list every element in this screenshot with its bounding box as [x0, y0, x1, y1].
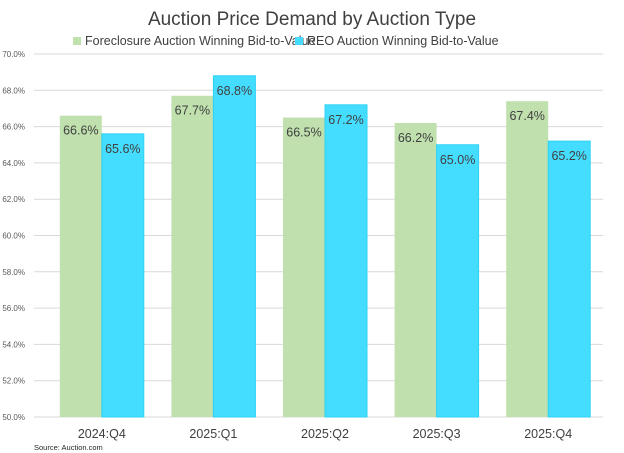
data-labels: 66.6% 65.6% 67.7% 68.8% 66.5% 67.2% 66.2% 65.0%… — [63, 84, 587, 167]
chart-title: Auction Price Demand by Auction Type — [148, 9, 476, 30]
bars — [59, 75, 591, 418]
bar-foreclosure — [506, 101, 549, 417]
y-tick-label: 68.0% — [2, 86, 25, 95]
data-label: 67.7% — [175, 104, 210, 118]
x-tick-label: 2025:Q3 — [413, 427, 461, 441]
legend: Foreclosure Auction Winning Bid-to-Value… — [73, 34, 499, 48]
data-label: 65.6% — [105, 142, 140, 156]
y-tick-label: 60.0% — [2, 232, 25, 241]
y-tick-label: 56.0% — [2, 304, 25, 313]
bar-reo — [101, 133, 145, 418]
bar-reo — [212, 75, 256, 418]
legend-swatch-reo — [295, 37, 303, 45]
data-label: 66.5% — [286, 126, 321, 140]
data-label: 65.2% — [551, 149, 586, 163]
data-label: 67.2% — [328, 113, 363, 127]
bar-reo — [436, 144, 480, 418]
legend-label-foreclosure: Foreclosure Auction Winning Bid-to-Value — [85, 34, 315, 48]
bar-foreclosure — [394, 122, 437, 417]
data-label: 66.2% — [398, 131, 433, 145]
bar-reo — [324, 104, 368, 418]
data-label: 67.4% — [509, 109, 544, 123]
y-tick-label: 66.0% — [2, 123, 25, 132]
y-tick-label: 62.0% — [2, 195, 25, 204]
y-tick-label: 54.0% — [2, 340, 25, 349]
y-axis-ticks: 50.0% 52.0% 54.0% 56.0% 58.0% 60.0% 62.0% 64.0%… — [2, 50, 25, 422]
bar-foreclosure — [59, 115, 102, 418]
y-tick-label: 70.0% — [2, 50, 25, 59]
data-label: 68.8% — [217, 84, 252, 98]
x-tick-label: 2025:Q2 — [301, 427, 349, 441]
bar-foreclosure — [283, 117, 325, 418]
data-label: 65.0% — [440, 153, 475, 167]
y-tick-label: 64.0% — [2, 159, 25, 168]
y-tick-label: 58.0% — [2, 268, 25, 277]
legend-swatch-foreclosure — [73, 37, 81, 45]
legend-label-reo: REO Auction Winning Bid-to-Value — [307, 34, 499, 48]
data-label: 66.6% — [63, 124, 98, 138]
y-tick-label: 52.0% — [2, 377, 25, 386]
x-axis-ticks: 2024:Q4 2025:Q1 2025:Q2 2025:Q3 2025:Q4 — [78, 427, 572, 441]
y-tick-label: 50.0% — [2, 413, 25, 422]
bar-reo — [547, 140, 591, 418]
x-tick-label: 2024:Q4 — [78, 427, 126, 441]
source-note: Source: Auction.com — [34, 443, 103, 452]
bar-foreclosure — [171, 95, 214, 418]
x-tick-label: 2025:Q4 — [524, 427, 572, 441]
x-tick-label: 2025:Q1 — [189, 427, 237, 441]
